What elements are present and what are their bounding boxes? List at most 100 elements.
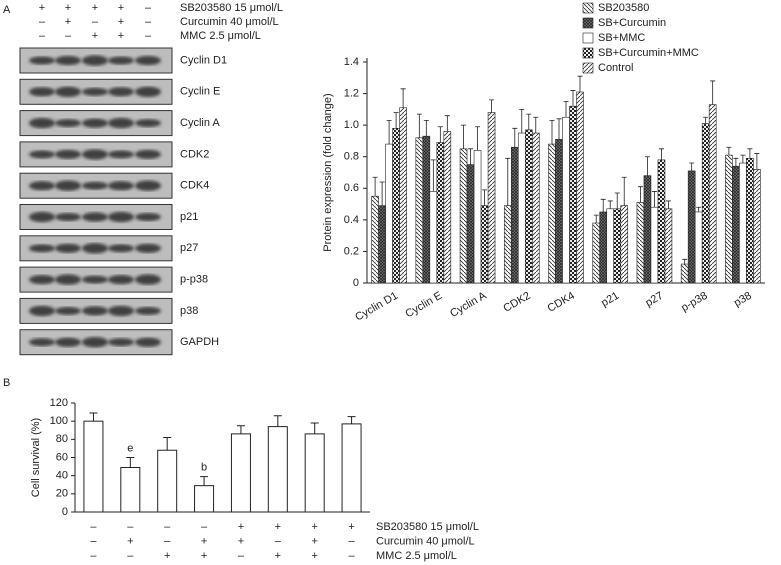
blot-band (29, 305, 55, 317)
treatment-sign: – (145, 16, 152, 28)
blot-band (82, 118, 108, 128)
error-bar (621, 176, 627, 206)
treatment-sign: – (349, 550, 356, 562)
y-axis-label: Cell survival (%) (30, 418, 42, 497)
blot-band (108, 275, 134, 285)
blot-band (29, 56, 55, 65)
legend-swatch (582, 32, 594, 44)
blot-band (82, 243, 108, 254)
error-bar (682, 258, 688, 265)
bar (371, 195, 379, 284)
error-bar (372, 176, 378, 197)
blot-band (135, 119, 161, 128)
blot-band (135, 274, 161, 285)
blot-band (108, 305, 134, 317)
y-tick-label: 100 (50, 415, 68, 427)
treatment-sign: – (90, 535, 97, 547)
error-bar (310, 422, 319, 434)
treatment-sign: + (118, 16, 124, 28)
treatment-sign: + (92, 2, 98, 14)
blot-band (135, 337, 161, 347)
bar (650, 206, 659, 284)
bar (194, 485, 215, 513)
error-bar (347, 416, 356, 424)
blot-band (108, 87, 134, 97)
blot-band (108, 244, 134, 253)
blot-band (108, 338, 134, 347)
error-bar (423, 120, 429, 137)
error-bar (475, 126, 481, 151)
blot-band (135, 180, 161, 191)
error-bar (696, 206, 702, 212)
y-tick-label: 0.2 (344, 245, 359, 257)
bar (599, 211, 608, 284)
blot-band (55, 119, 81, 128)
error-bar (461, 124, 467, 149)
error-bar (637, 186, 643, 203)
error-bar (549, 120, 555, 145)
treatment-sign: + (92, 30, 98, 42)
error-bar (386, 120, 392, 145)
error-bar (533, 116, 539, 134)
error-bar (556, 118, 562, 140)
blot-band (108, 211, 134, 223)
error-bar (273, 415, 282, 427)
y-tick-label: 80 (56, 433, 68, 445)
error-bar (416, 113, 422, 138)
blot-band (55, 274, 81, 285)
blot-band (55, 213, 81, 221)
bar (473, 150, 482, 284)
treatment-sign: – (39, 30, 46, 42)
blot-band (135, 86, 161, 98)
x-tick-label: p21 (599, 290, 621, 310)
treatment-sign: – (90, 521, 97, 533)
protein-label: p27 (180, 242, 198, 254)
blot-band (29, 117, 55, 129)
bar (664, 208, 673, 284)
legend-label: SB+Curcumin (598, 17, 666, 29)
treatment-sign: – (145, 30, 152, 42)
treatment-sign: – (164, 521, 171, 533)
blot-band (108, 181, 134, 191)
bar (392, 128, 400, 284)
treatment-label: SB203580 15 μmol/L (180, 2, 283, 14)
treatment-sign: + (118, 2, 124, 14)
treatment-sign: + (348, 521, 354, 533)
blot-band (55, 180, 81, 191)
bar (613, 208, 622, 284)
error-bar (726, 146, 732, 156)
bar (562, 116, 570, 284)
blot-band (82, 337, 108, 348)
y-tick-label: 120 (50, 397, 68, 409)
blot-band (135, 149, 161, 159)
bar (687, 170, 696, 284)
blot-band (135, 306, 161, 315)
protein-label: p38 (180, 305, 198, 317)
bar (459, 148, 468, 284)
y-tick-label: 0 (353, 277, 359, 289)
bar (510, 146, 519, 284)
legend-swatch (582, 47, 594, 59)
panel-label: A (3, 4, 11, 16)
blot-band (108, 117, 134, 129)
treatment-sign: – (127, 521, 134, 533)
error-bar (489, 99, 495, 113)
bar (230, 433, 251, 513)
protein-label: p-p38 (180, 274, 208, 286)
treatment-sign: – (201, 521, 208, 533)
y-tick-label: 20 (56, 488, 68, 500)
blot-band (29, 244, 55, 253)
blot-band (29, 338, 55, 347)
blot-band (82, 306, 108, 316)
treatment-sign: + (311, 535, 317, 547)
treatment-sign: + (65, 2, 71, 14)
error-bar (512, 127, 518, 148)
treatment-label: MMC 2.5 μmol/L (376, 550, 457, 562)
legend-label: SB+Curcumin+MMC (598, 47, 699, 59)
treatment-label: SB203580 15 μmol/L (376, 521, 479, 533)
bar (732, 165, 740, 284)
error-bar (740, 154, 746, 164)
treatment-sign: + (238, 535, 244, 547)
y-tick-label: 1.4 (344, 56, 359, 68)
bar (157, 449, 178, 513)
